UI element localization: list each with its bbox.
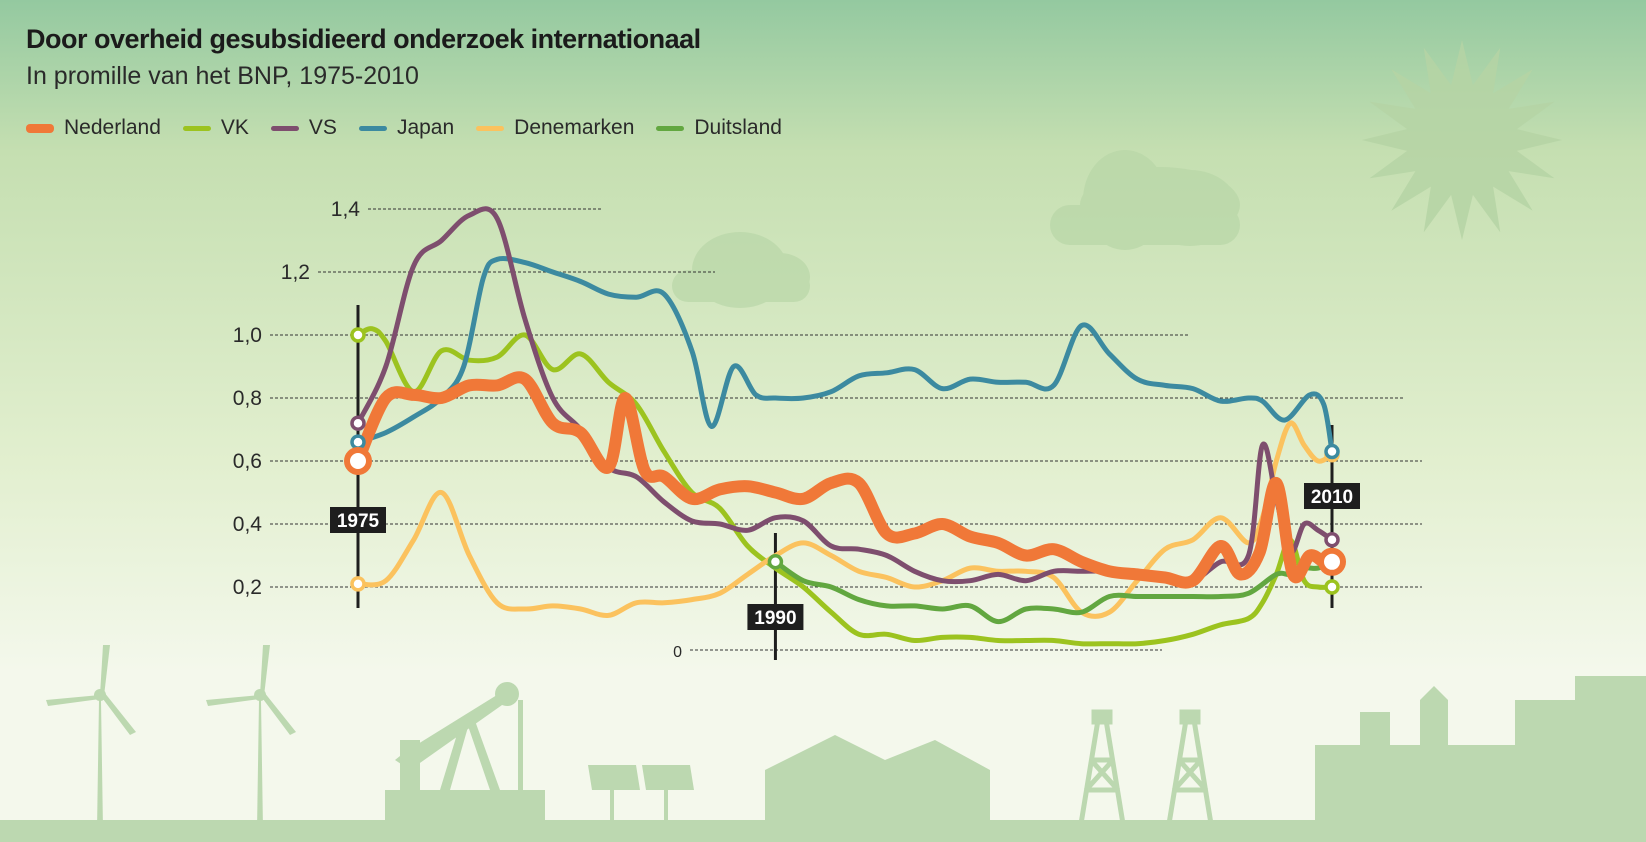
cloud-icon [672, 232, 810, 308]
year-marker-text: 1975 [337, 511, 380, 532]
legend-label: Japan [396, 116, 455, 139]
year-marker-text: 2010 [1311, 487, 1353, 508]
oil-pump-icon [385, 682, 545, 830]
legend-label: VS [308, 116, 337, 139]
legend: Nederland VK VS Japan Denemarken Duitsland [26, 116, 782, 140]
y-tick-label: 1,2 [281, 261, 310, 284]
legend-item-duitsland: Duitsland [656, 116, 782, 140]
legend-swatch [476, 125, 505, 131]
series-endpoints [344, 327, 1346, 595]
legend-swatch [26, 123, 54, 133]
series-start-point-denemarken [350, 576, 366, 592]
factory-icon [1315, 676, 1646, 830]
legend-label: VK [220, 116, 249, 139]
series-start-point-nederland [344, 447, 372, 475]
wind-turbine-icon [206, 645, 296, 830]
series-lines [352, 206, 1338, 647]
legend-label: Denemarken [514, 116, 635, 139]
solar-panel-icon [588, 765, 694, 830]
oil-derrick-icon [1165, 709, 1215, 831]
series-line-japan [355, 255, 1335, 455]
gridlines [270, 208, 1422, 651]
series-line-duitsland [772, 559, 1335, 625]
series-end-point-japan [1324, 443, 1340, 460]
legend-item-vk: VK [182, 116, 249, 140]
year-marker-label: 1975 [330, 507, 386, 533]
y-tick-label: 0,8 [233, 387, 262, 410]
y-tick-label: 1,4 [331, 198, 361, 221]
series-line-denemarken [355, 420, 1335, 619]
y-tick-label: 1,0 [233, 324, 262, 347]
legend-label: Nederland [64, 116, 161, 139]
y-tick-label: 0,4 [233, 513, 263, 536]
legend-swatch [182, 125, 211, 131]
y-tick-label: 0,2 [233, 576, 262, 599]
wind-turbine-icon [46, 645, 136, 830]
y-tick-label: 0 [673, 644, 682, 661]
legend-item-japan: Japan [358, 116, 455, 140]
series-end-point-vs [1324, 532, 1340, 548]
chart-subtitle: In promille van het BNP, 1975-2010 [26, 62, 419, 90]
legend-swatch [656, 125, 685, 131]
house-icon [765, 735, 990, 830]
year-marker-labels: 1975 1990 2010 [330, 483, 1360, 630]
chart-title: Door overheid gesubsidieerd onderzoek in… [26, 24, 701, 54]
series-end-point-nederland [1318, 547, 1346, 576]
series-start-point-vk [350, 327, 366, 343]
series-start-point-japan [350, 434, 366, 450]
cloud-icon [1050, 150, 1240, 250]
legend-item-nederland: Nederland [26, 116, 161, 140]
y-axis-ticks: 0 0,2 0,4 0,6 0,8 1,0 1,2 1,4 [233, 198, 682, 661]
series-start-point-vs [350, 415, 366, 431]
legend-swatch [270, 125, 299, 131]
oil-derrick-icon [1077, 709, 1127, 831]
legend-item-vs: VS [270, 116, 337, 140]
series-start-point-duitsland [767, 554, 784, 570]
series-line-vs [355, 206, 1335, 585]
sun-icon [1362, 40, 1562, 240]
series-end-point-vk [1324, 579, 1340, 595]
series-line-vk [355, 326, 1335, 647]
legend-swatch [358, 125, 387, 131]
legend-label: Duitsland [694, 116, 782, 139]
series-line-nederland [352, 371, 1338, 589]
y-tick-label: 0,6 [233, 450, 262, 473]
year-marker-label: 2010 [1304, 483, 1360, 509]
legend-item-denemarken: Denemarken [476, 116, 634, 140]
year-marker-label: 1990 [747, 604, 804, 630]
year-marker-text: 1990 [754, 608, 796, 629]
